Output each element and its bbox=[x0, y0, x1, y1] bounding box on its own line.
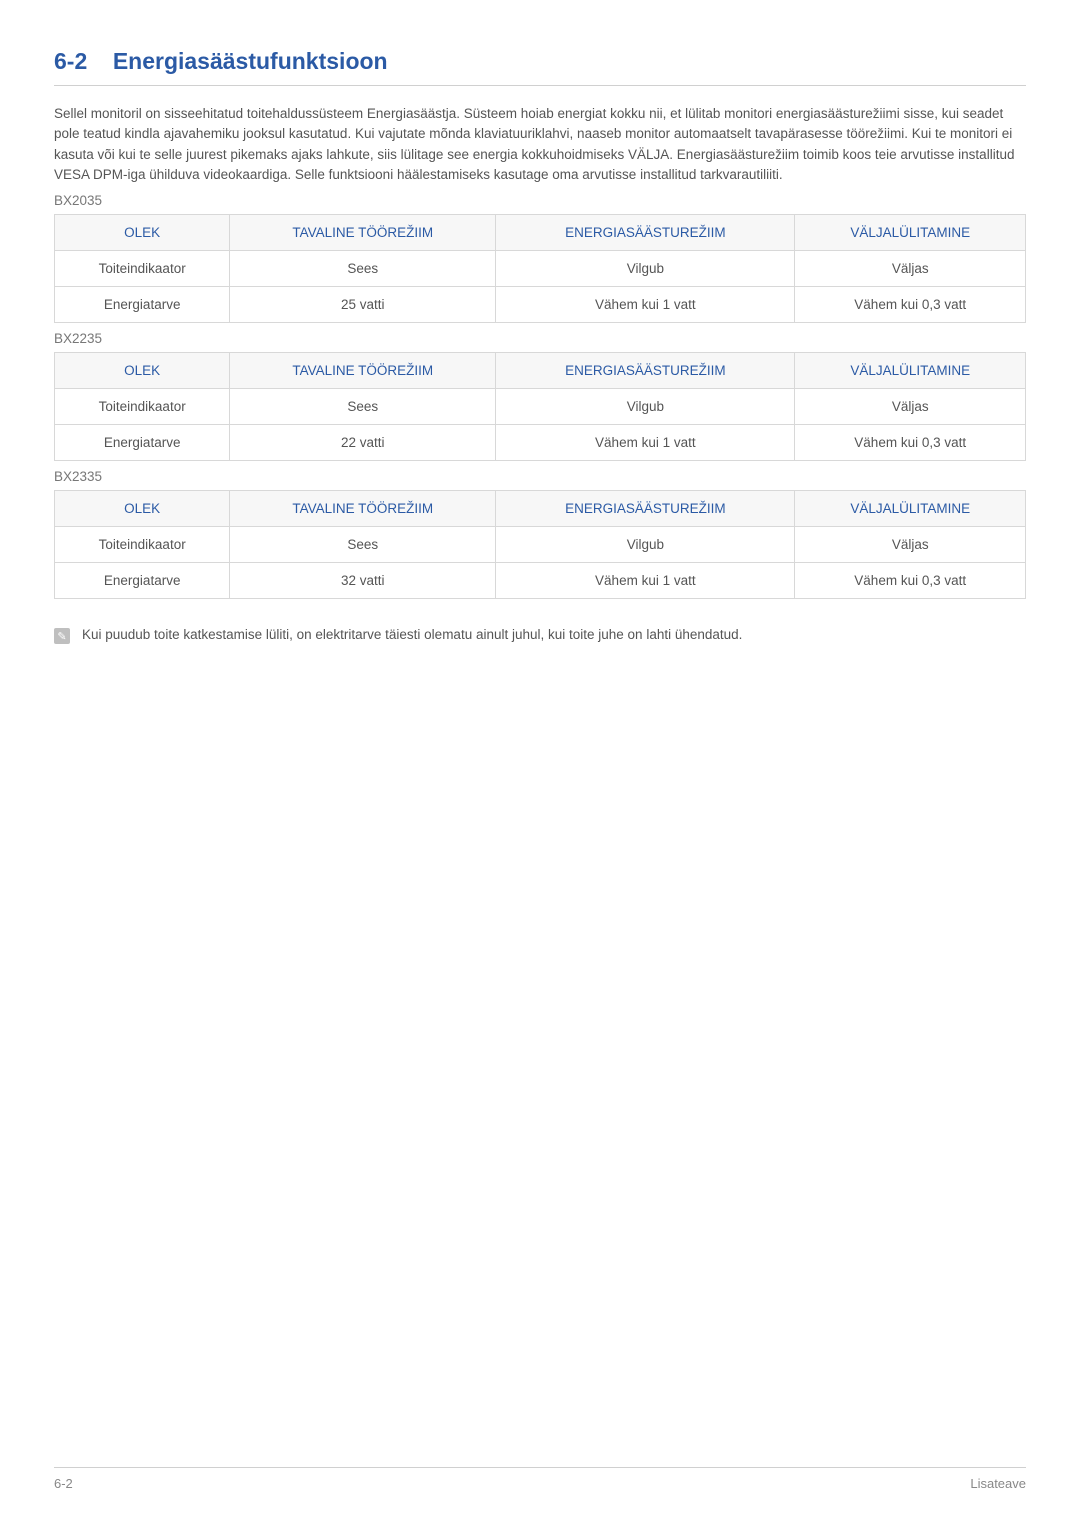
table-cell: Toiteindikaator bbox=[55, 251, 230, 287]
table-row: ToiteindikaatorSeesVilgubVäljas bbox=[55, 527, 1026, 563]
table-cell: 25 vatti bbox=[230, 287, 496, 323]
table-header-cell: ENERGIASÄÄSTUREŽIIM bbox=[496, 215, 795, 251]
table-cell: Vähem kui 0,3 vatt bbox=[795, 287, 1026, 323]
tables-container: BX2035OLEKTAVALINE TÖÖREŽIIMENERGIASÄÄST… bbox=[54, 193, 1026, 599]
table-header-cell: ENERGIASÄÄSTUREŽIIM bbox=[496, 353, 795, 389]
table-row: Energiatarve25 vattiVähem kui 1 vattVähe… bbox=[55, 287, 1026, 323]
table-cell: Toiteindikaator bbox=[55, 527, 230, 563]
intro-paragraph: Sellel monitoril on sisseehitatud toiteh… bbox=[54, 104, 1026, 185]
page-footer: 6-2 Lisateave bbox=[54, 1467, 1026, 1491]
table-cell: Väljas bbox=[795, 389, 1026, 425]
table-row: ToiteindikaatorSeesVilgubVäljas bbox=[55, 389, 1026, 425]
section-heading: Energiasäästufunktsioon bbox=[113, 48, 388, 74]
table-header-cell: VÄLJALÜLITAMINE bbox=[795, 215, 1026, 251]
table-cell: Vilgub bbox=[496, 251, 795, 287]
note-text: Kui puudub toite katkestamise lüliti, on… bbox=[82, 627, 742, 642]
table-header-cell: VÄLJALÜLITAMINE bbox=[795, 353, 1026, 389]
table-cell: Sees bbox=[230, 251, 496, 287]
spec-table: OLEKTAVALINE TÖÖREŽIIMENERGIASÄÄSTUREŽII… bbox=[54, 490, 1026, 599]
table-cell: Energiatarve bbox=[55, 287, 230, 323]
table-header-cell: VÄLJALÜLITAMINE bbox=[795, 491, 1026, 527]
table-cell: 22 vatti bbox=[230, 425, 496, 461]
model-label: BX2335 bbox=[54, 469, 1026, 484]
section-number: 6-2 bbox=[54, 48, 87, 74]
table-cell: Energiatarve bbox=[55, 563, 230, 599]
table-cell: Vilgub bbox=[496, 527, 795, 563]
table-cell: Vähem kui 0,3 vatt bbox=[795, 425, 1026, 461]
table-cell: Vilgub bbox=[496, 389, 795, 425]
note-row: ✎ Kui puudub toite katkestamise lüliti, … bbox=[54, 627, 1026, 644]
table-cell: Väljas bbox=[795, 527, 1026, 563]
model-label: BX2035 bbox=[54, 193, 1026, 208]
section-title: 6-2 Energiasäästufunktsioon bbox=[54, 48, 1026, 86]
table-cell: Väljas bbox=[795, 251, 1026, 287]
footer-right: Lisateave bbox=[970, 1476, 1026, 1491]
note-icon: ✎ bbox=[54, 628, 70, 644]
table-cell: Vähem kui 1 vatt bbox=[496, 425, 795, 461]
table-cell: Vähem kui 0,3 vatt bbox=[795, 563, 1026, 599]
table-header-cell: TAVALINE TÖÖREŽIIM bbox=[230, 491, 496, 527]
table-row: Energiatarve22 vattiVähem kui 1 vattVähe… bbox=[55, 425, 1026, 461]
table-cell: 32 vatti bbox=[230, 563, 496, 599]
model-label: BX2235 bbox=[54, 331, 1026, 346]
table-header-cell: TAVALINE TÖÖREŽIIM bbox=[230, 215, 496, 251]
table-row: ToiteindikaatorSeesVilgubVäljas bbox=[55, 251, 1026, 287]
table-header-cell: OLEK bbox=[55, 491, 230, 527]
table-row: Energiatarve32 vattiVähem kui 1 vattVähe… bbox=[55, 563, 1026, 599]
table-header-cell: OLEK bbox=[55, 215, 230, 251]
spec-table: OLEKTAVALINE TÖÖREŽIIMENERGIASÄÄSTUREŽII… bbox=[54, 352, 1026, 461]
table-header-cell: OLEK bbox=[55, 353, 230, 389]
table-cell: Vähem kui 1 vatt bbox=[496, 563, 795, 599]
table-header-cell: TAVALINE TÖÖREŽIIM bbox=[230, 353, 496, 389]
table-cell: Sees bbox=[230, 527, 496, 563]
table-cell: Energiatarve bbox=[55, 425, 230, 461]
footer-left: 6-2 bbox=[54, 1476, 73, 1491]
table-header-cell: ENERGIASÄÄSTUREŽIIM bbox=[496, 491, 795, 527]
table-cell: Sees bbox=[230, 389, 496, 425]
table-cell: Toiteindikaator bbox=[55, 389, 230, 425]
table-cell: Vähem kui 1 vatt bbox=[496, 287, 795, 323]
spec-table: OLEKTAVALINE TÖÖREŽIIMENERGIASÄÄSTUREŽII… bbox=[54, 214, 1026, 323]
